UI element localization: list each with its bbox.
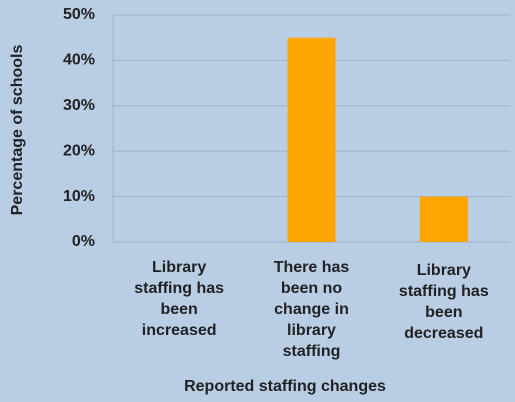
y-tick-label: 50% [63,6,95,23]
y-tick-label: 10% [63,188,95,205]
y-tick-label: 30% [63,97,95,114]
x-tick-label: There has been no change in library staf… [273,259,350,360]
bar [287,37,336,243]
y-tick-label: 0% [72,233,95,250]
x-axis-title: Reported staffing changes [184,378,386,395]
bar [419,196,468,242]
y-axis-title: Percentage of schools [9,45,26,216]
x-tick-label: Library staffing has been decreased [398,262,489,342]
x-tick-label: Library staffing has been increased [134,259,225,339]
y-tick-label: 20% [63,142,95,159]
y-tick-label: 40% [63,52,95,69]
